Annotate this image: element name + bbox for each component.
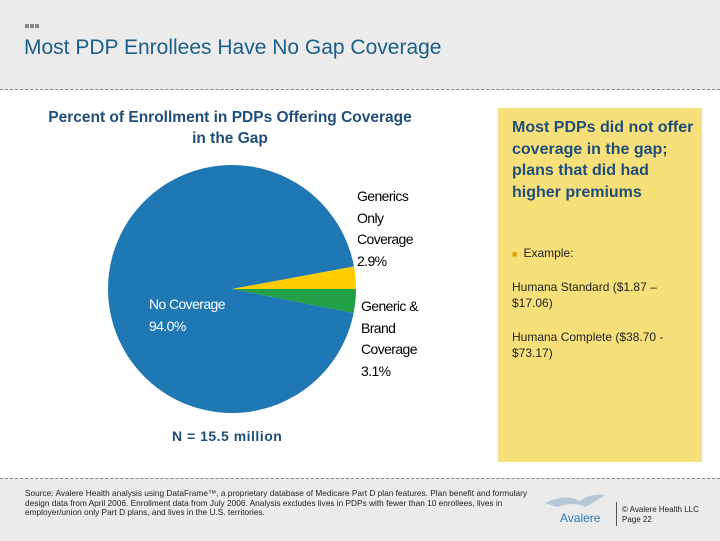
copyright: © Avalere Health LLC Page 22	[622, 505, 699, 524]
bullet-icon: ■	[512, 249, 518, 259]
page-title: Most PDP Enrollees Have No Gap Coverage	[24, 36, 442, 59]
example-1: Humana Standard ($1.87 – $17.06)	[512, 280, 657, 310]
label-no-coverage: No Coverage 94.0%	[149, 296, 225, 334]
label-generic-brand: Generic & Brand Coverage 3.1%	[361, 298, 418, 379]
footer: Source: Avalere Health analysis using Da…	[0, 478, 720, 541]
svg-text:Avalere: Avalere	[560, 511, 601, 525]
slice-no-coverage	[107, 164, 354, 413]
callout-bullet: ■ Example:	[512, 246, 574, 260]
avalere-logo: Avalere	[535, 489, 615, 525]
header: Most PDP Enrollees Have No Gap Coverage	[0, 0, 720, 90]
decorative-dots	[25, 24, 40, 28]
chart-title: Percent of Enrollment in PDPs Offering C…	[48, 109, 412, 147]
slice-generics-only	[232, 266, 356, 289]
callout-heading: Most PDPs did not offer coverage in the …	[512, 119, 694, 201]
callout-box: Most PDPs did not offer coverage in the …	[498, 108, 702, 462]
sample-size: N = 15.5 million	[172, 428, 283, 444]
slice-generic-brand	[232, 289, 356, 314]
source-note: Source: Avalere Health analysis using Da…	[25, 488, 528, 517]
example-2: Humana Complete ($38.70 - $73.17)	[512, 330, 664, 360]
label-generics-only: Generics Only Coverage 2.9%	[357, 188, 414, 269]
divider	[616, 502, 617, 526]
